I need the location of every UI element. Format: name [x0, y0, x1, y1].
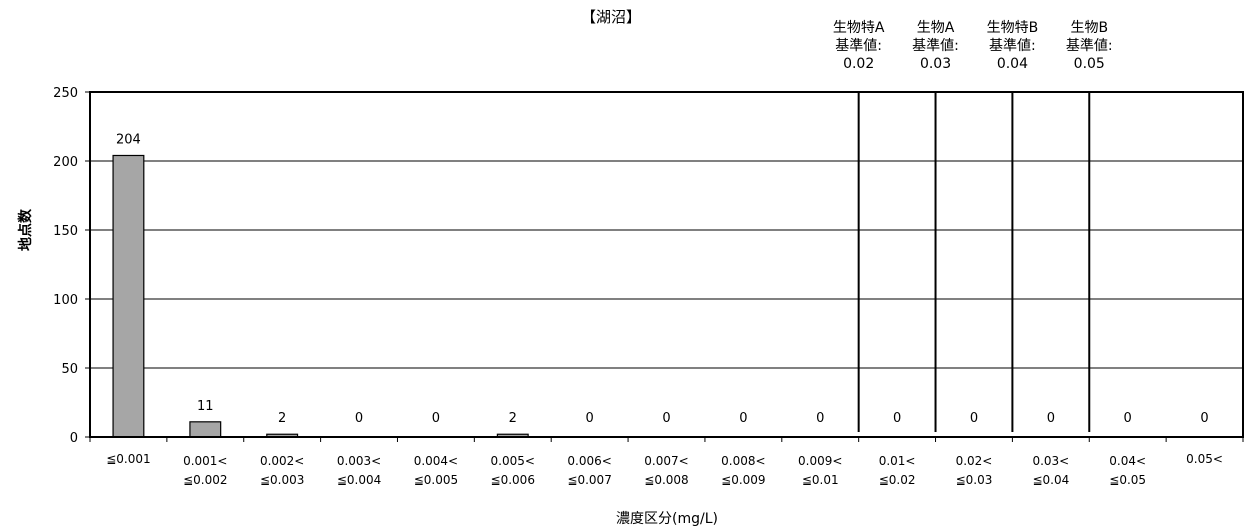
category-label: 0.008< [721, 454, 765, 468]
data-label: 0 [893, 411, 901, 426]
data-label: 0 [1124, 411, 1132, 426]
category-label: ≦0.002 [183, 473, 227, 487]
threshold-lines: 生物特A基準値:0.02生物A基準値:0.03生物特B基準値:0.04生物B基準… [833, 20, 1113, 432]
threshold-label: 生物A [917, 20, 955, 36]
y-tick-label: 200 [53, 155, 78, 170]
data-label: 0 [585, 411, 593, 426]
threshold-label: 生物特A [833, 20, 885, 36]
y-tick-label: 50 [61, 362, 78, 377]
category-label: ≦0.007 [567, 473, 611, 487]
plot-area-frame [89, 91, 1244, 438]
data-label: 0 [970, 411, 978, 426]
y-axis-ticks: 0 50 100 150 200 250 [53, 86, 90, 446]
category-label: ≦0.01 [802, 473, 839, 487]
threshold-label: 基準値: [912, 37, 959, 54]
category-label: ≦0.004 [337, 473, 381, 487]
category-label: ≦0.02 [879, 473, 916, 487]
threshold-label: 基準値: [835, 37, 882, 54]
x-axis-ticks: ≦0.001 0.001< ≦0.002 0.002< ≦0.003 0.003< ≦0.0… [89, 437, 1244, 487]
threshold-label: 生物特B [987, 20, 1039, 36]
category-label: 0.01< [879, 454, 916, 468]
category-label: ≦0.005 [414, 473, 458, 487]
category-label: ≦0.003 [260, 473, 304, 487]
threshold-label: 基準値: [1066, 37, 1113, 54]
category-label: ≦0.009 [721, 473, 765, 487]
y-tick-label: 100 [53, 293, 78, 308]
chart-title: 【湖沼】 [581, 8, 641, 26]
data-label: 2 [278, 411, 286, 426]
data-label: 204 [116, 132, 141, 147]
threshold-label: 基準値: [989, 37, 1036, 54]
data-label: 0 [432, 411, 440, 426]
category-label: 0.006< [567, 454, 611, 468]
threshold-label: 0.05 [1074, 56, 1105, 72]
y-tick-label: 250 [53, 86, 78, 101]
category-label: 0.007< [644, 454, 688, 468]
data-label: 0 [355, 411, 363, 426]
data-label: 11 [197, 399, 214, 414]
bar [189, 421, 222, 438]
y-tick-label: 0 [70, 431, 78, 446]
data-label: 0 [1047, 411, 1055, 426]
category-label: 0.003< [337, 454, 381, 468]
category-label: 0.001< [183, 454, 227, 468]
category-label: ≦0.05 [1109, 473, 1146, 487]
category-label: ≦0.04 [1032, 473, 1069, 487]
category-label: 0.02< [956, 454, 993, 468]
y-axis-title: 地点数 [17, 208, 34, 251]
category-label: 0.03< [1032, 454, 1069, 468]
category-label: ≦0.001 [106, 452, 150, 466]
category-label: 0.004< [414, 454, 458, 468]
gridlines [90, 160, 1243, 369]
category-label: 0.04< [1109, 454, 1146, 468]
category-label: 0.005< [491, 454, 535, 468]
category-label: ≦0.008 [644, 473, 688, 487]
data-label: 0 [662, 411, 670, 426]
data-label: 0 [816, 411, 824, 426]
threshold-label: 0.04 [997, 56, 1028, 72]
threshold-label: 生物B [1070, 20, 1108, 36]
y-tick-label: 150 [53, 224, 78, 239]
category-label: ≦0.03 [956, 473, 993, 487]
data-label: 0 [739, 411, 747, 426]
bar [112, 154, 145, 438]
category-label: 0.05< [1186, 452, 1223, 466]
threshold-label: 0.03 [920, 56, 951, 72]
data-label: 2 [509, 411, 517, 426]
data-label: 0 [1200, 411, 1208, 426]
data-labels: 204 11 2 0 0 2 0 0 0 0 0 0 0 0 0 [116, 132, 1209, 426]
category-label: 0.009< [798, 454, 842, 468]
bar-series [112, 154, 529, 438]
category-label: ≦0.006 [491, 473, 535, 487]
category-label: 0.002< [260, 454, 304, 468]
x-axis-title: 濃度区分(mg/L) [616, 511, 718, 527]
threshold-label: 0.02 [843, 56, 874, 72]
